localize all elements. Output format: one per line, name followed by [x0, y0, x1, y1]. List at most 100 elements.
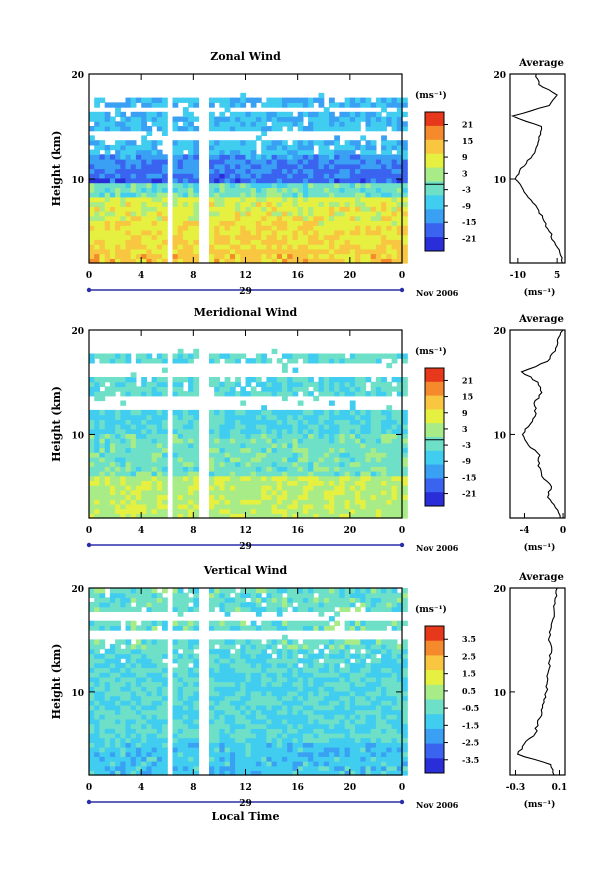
heatmap-cell	[177, 461, 184, 467]
heatmap-cell	[177, 508, 184, 514]
heatmap-cell	[94, 386, 100, 392]
heatmap-cell	[386, 737, 393, 743]
heatmap-cell	[276, 471, 283, 477]
heatmap-cell	[391, 244, 398, 250]
heatmap-cell	[240, 737, 247, 743]
heatmap-cell	[89, 253, 95, 259]
heatmap-cell	[360, 116, 367, 122]
heatmap-cell	[120, 414, 127, 420]
heatmap-cell	[193, 751, 200, 757]
heatmap-cell	[224, 718, 231, 725]
heatmap-cell	[146, 229, 153, 236]
heatmap-cell	[125, 475, 132, 481]
heatmap-cell	[245, 258, 252, 264]
heatmap-cell	[141, 709, 147, 715]
heatmap-cell	[229, 681, 236, 687]
x-tick-label: 16	[291, 271, 304, 281]
heatmap-cell	[229, 229, 236, 236]
heatmap-cell	[297, 700, 304, 706]
heatmap-cell	[250, 419, 257, 425]
heatmap-cell	[302, 211, 309, 217]
heatmap-cell	[224, 97, 231, 103]
heatmap-cell	[99, 353, 106, 359]
heatmap-cell	[188, 765, 194, 771]
heatmap-cell	[229, 737, 236, 743]
heatmap-cell	[386, 447, 393, 453]
heatmap-cell	[276, 173, 283, 179]
heatmap-cell	[402, 732, 408, 739]
heatmap-cell	[313, 700, 320, 706]
heatmap-cell	[308, 381, 314, 387]
heatmap-cell	[182, 173, 189, 179]
heatmap-cell	[135, 461, 142, 467]
heatmap-cell	[261, 253, 267, 259]
heatmap-cell	[245, 676, 252, 683]
heatmap-cell	[292, 686, 299, 692]
heatmap-cell	[391, 177, 398, 184]
heatmap-cell	[396, 737, 403, 743]
heatmap-cell	[130, 485, 137, 491]
heatmap-cell	[292, 144, 299, 151]
heatmap-cell	[182, 239, 189, 245]
heatmap-cell	[209, 747, 215, 753]
heatmap-cell	[271, 714, 278, 720]
heatmap-cell	[381, 229, 387, 236]
heatmap-cell	[391, 700, 398, 706]
heatmap-cell	[292, 442, 299, 449]
heatmap-cell	[135, 192, 142, 198]
heatmap-cell	[162, 466, 168, 472]
heatmap-cell	[255, 494, 262, 500]
heatmap-cell	[182, 168, 189, 174]
heatmap-cell	[240, 149, 247, 155]
heatmap-cell	[370, 234, 377, 240]
heatmap-cell	[245, 728, 252, 734]
heatmap-cell	[141, 177, 147, 184]
heatmap-cell	[156, 747, 163, 753]
heatmap-cell	[182, 471, 189, 477]
heatmap-cell	[391, 211, 398, 217]
heatmap-cell	[339, 234, 346, 240]
heatmap-cell	[99, 690, 106, 697]
heatmap-cell	[188, 700, 194, 706]
heatmap-cell	[271, 742, 278, 748]
heatmap-cell	[402, 258, 408, 264]
heatmap-cell	[329, 447, 335, 453]
heatmap-cell	[339, 466, 346, 472]
heatmap-cell	[224, 494, 231, 500]
heatmap-cell	[302, 97, 309, 103]
heatmap-cell	[292, 211, 299, 217]
heatmap-cell	[261, 438, 267, 444]
heatmap-cell	[271, 508, 278, 514]
heatmap-cell	[386, 681, 393, 687]
heatmap-cell	[120, 196, 127, 203]
heatmap-cell	[266, 676, 273, 683]
heatmap-cell	[209, 433, 215, 439]
heatmap-cell	[334, 121, 340, 127]
heatmap-cell	[177, 201, 184, 207]
heatmap-cell	[266, 244, 273, 250]
average-title: Average	[518, 58, 564, 69]
heatmap-cell	[334, 761, 340, 767]
heatmap-cell	[282, 737, 288, 743]
heatmap-cell	[375, 154, 382, 160]
heatmap-cell	[125, 452, 132, 458]
heatmap-cell	[177, 728, 184, 734]
heatmap-cell	[229, 391, 236, 397]
heatmap-cell	[235, 494, 241, 500]
heatmap-cell	[271, 438, 278, 444]
heatmap-cell	[156, 419, 163, 425]
heatmap-cell	[308, 428, 314, 434]
heatmap-cell	[391, 765, 398, 771]
heatmap-cell	[308, 513, 314, 519]
heatmap-cell	[360, 163, 367, 170]
heatmap-cell	[130, 97, 137, 103]
heatmap-cell	[130, 163, 137, 170]
heatmap-cells	[89, 348, 408, 519]
heatmap-cell	[193, 737, 200, 743]
heatmap-cell	[339, 737, 346, 743]
heatmap-cell	[193, 714, 200, 720]
heatmap-cell	[151, 196, 158, 203]
heatmap-cell	[240, 718, 247, 725]
heatmap-cell	[375, 377, 382, 383]
heatmap-cell	[402, 149, 408, 155]
